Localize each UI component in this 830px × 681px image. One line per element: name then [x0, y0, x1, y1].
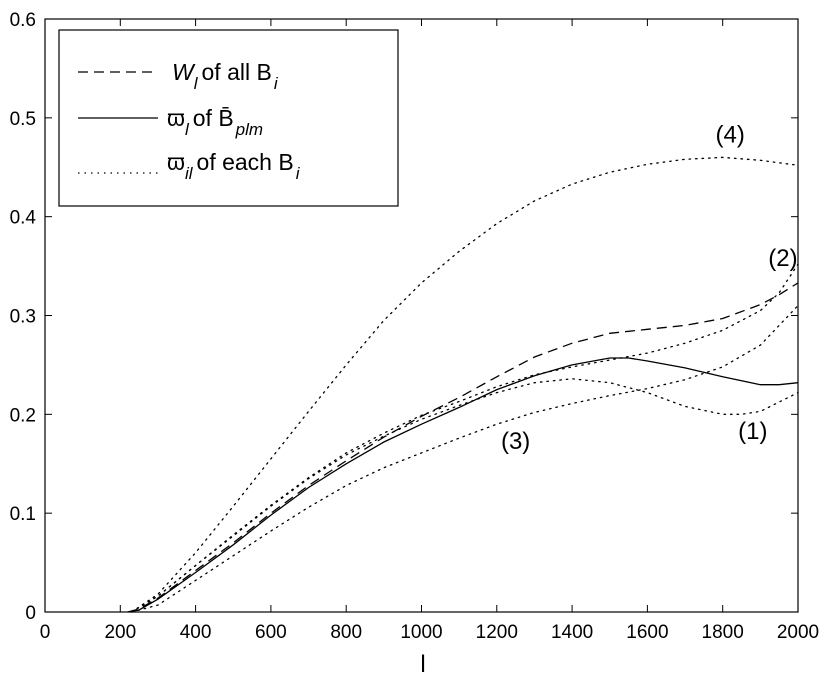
- x-tick-label: 1600: [626, 622, 668, 643]
- legend-text: of B̄: [193, 105, 234, 131]
- x-tick-label: 0: [40, 622, 51, 643]
- x-tick-label: 600: [255, 622, 287, 643]
- legend-symbol-subscript: l: [185, 120, 190, 139]
- y-tick-label: 0.5: [10, 109, 36, 130]
- legend-text-subscript: i: [274, 74, 279, 93]
- series-layer: [127, 156, 799, 613]
- series-line-dotted-3: [130, 304, 799, 613]
- x-tick-label: 1200: [476, 622, 518, 643]
- y-tick-label: 0.1: [10, 504, 36, 525]
- x-axis-label: l: [420, 651, 425, 678]
- legend-symbol-subscript: il: [185, 164, 194, 183]
- legend-symbol: W: [172, 59, 196, 85]
- x-tick-label: 2000: [777, 622, 819, 643]
- legend-symbol: ϖ: [167, 105, 185, 131]
- legend-symbol-subscript: l: [194, 74, 199, 93]
- series-line-dashed: [127, 282, 799, 613]
- x-tick-label: 1400: [551, 622, 593, 643]
- y-tick-label: 0.4: [10, 208, 37, 229]
- x-tick-label: 1800: [702, 622, 744, 643]
- legend-text-subscript: i: [296, 164, 301, 183]
- x-tick-label: 1000: [400, 622, 442, 643]
- legend-symbol: ϖ: [167, 149, 185, 175]
- y-tick-label: 0: [25, 603, 36, 624]
- legend-text: of all B: [202, 59, 272, 85]
- annotation-layer: (4) (2) (1) (3): [501, 122, 798, 455]
- series-line-dotted-4: [130, 156, 799, 613]
- y-tick-label: 0.6: [10, 10, 36, 31]
- legend-label-solid: ϖl of B̄ plm: [167, 105, 263, 139]
- axis-ticks: 0 200 400 600 800 1000 1200 1400 1600 1800 2000 0 0.…: [10, 10, 820, 643]
- series-line-dotted-1: [130, 378, 799, 613]
- y-tick-label: 0.2: [10, 405, 36, 426]
- y-tick-label: 0.3: [10, 307, 36, 328]
- legend-entry-solid: ϖl of B̄ plm: [78, 105, 263, 139]
- curve-annotation: (3): [501, 428, 530, 455]
- curve-annotation: (4): [716, 122, 745, 149]
- legend-text-subscript: plm: [235, 120, 263, 139]
- curve-annotation: (1): [738, 418, 767, 445]
- curve-annotation: (2): [768, 245, 797, 272]
- x-tick-label: 400: [180, 622, 212, 643]
- x-tick-label: 800: [330, 622, 362, 643]
- legend-text: of each B: [197, 149, 294, 175]
- x-tick-label: 200: [104, 622, 136, 643]
